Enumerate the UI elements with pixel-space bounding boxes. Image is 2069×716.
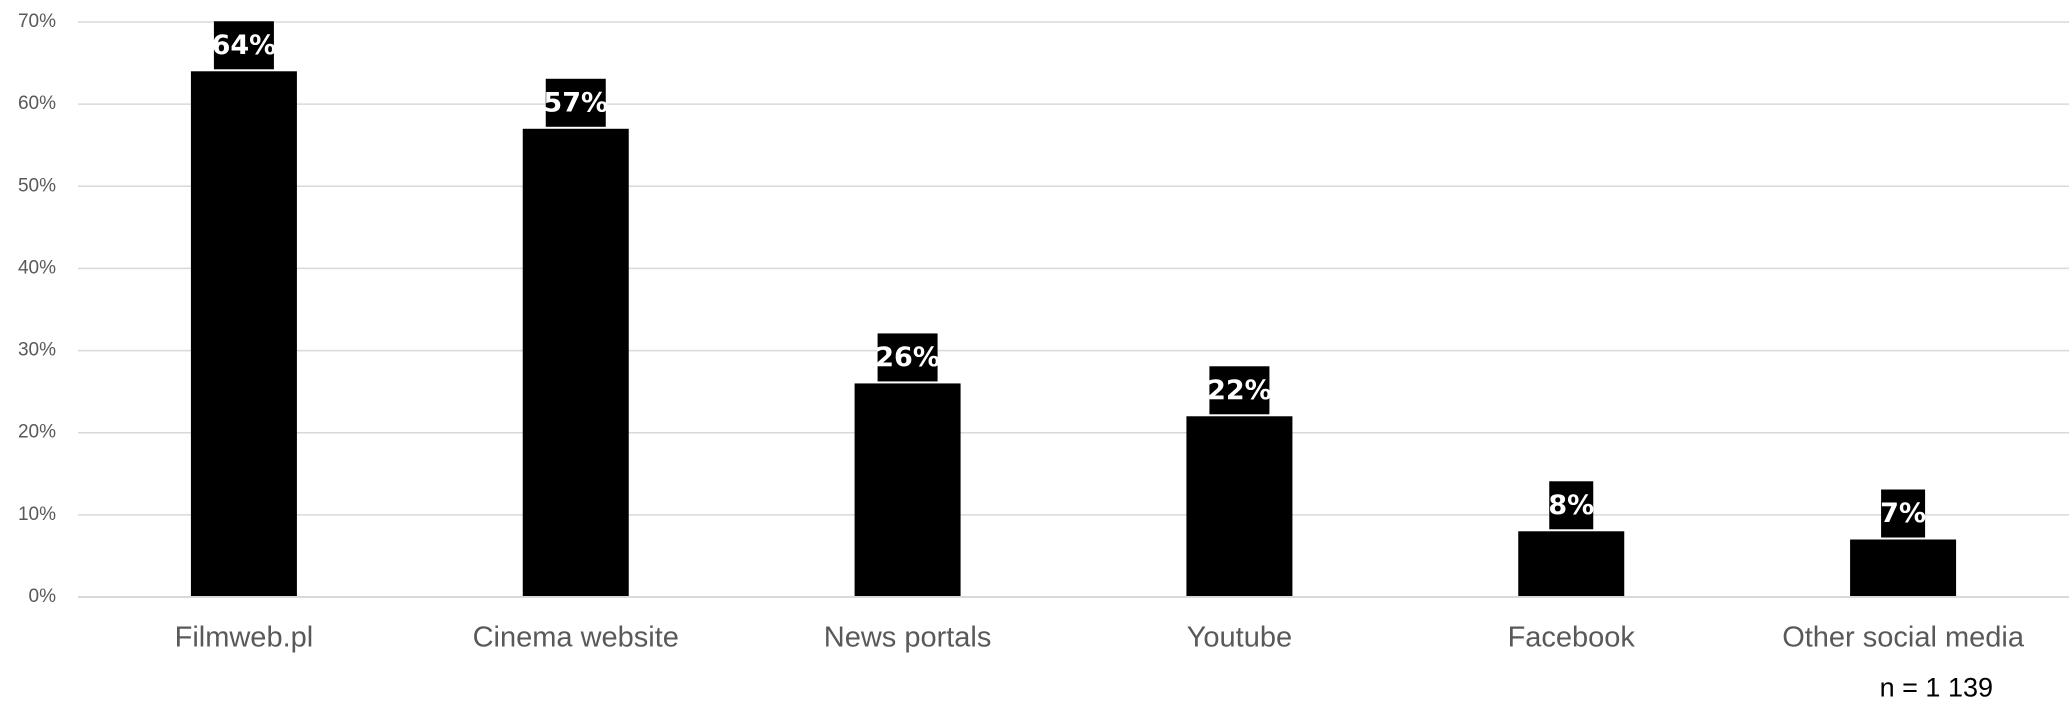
y-tick-label: 40%: [18, 257, 56, 278]
x-tick-label: Cinema website: [473, 622, 679, 654]
x-axis: Filmweb.pl Cinema website News portals Yout…: [78, 596, 2069, 654]
y-tick-label: 10%: [18, 504, 56, 525]
data-label: 8%: [1548, 490, 1594, 521]
y-tick-label: 50%: [18, 175, 56, 196]
bar-facebook: [1518, 531, 1625, 597]
data-label-box: [545, 78, 606, 127]
data-label-box: [1209, 366, 1270, 415]
sample-size-note: n = 1 139: [1879, 672, 1993, 703]
bar-other-social-media: [1850, 539, 1957, 597]
bars: [190, 71, 1957, 598]
y-tick-label: 70%: [18, 11, 56, 32]
data-label-box: [1549, 481, 1594, 530]
data-label: 7%: [1880, 498, 1926, 529]
x-tick-label: Other social media: [1782, 622, 2025, 654]
data-label: 22%: [1207, 375, 1272, 406]
data-label-box: [877, 333, 938, 382]
y-tick-label: 60%: [18, 93, 56, 114]
x-tick-label: Filmweb.pl: [175, 622, 314, 654]
bar-youtube: [1186, 416, 1293, 597]
y-tick-label: 0%: [29, 586, 57, 607]
y-tick-label: 20%: [18, 422, 56, 443]
data-labels: 64% 57% 26% 22% 8% 7%: [212, 21, 1926, 538]
data-label-box: [1881, 489, 1926, 538]
y-axis: 0% 10% 20% 30% 40% 50% 60% 70%: [18, 11, 56, 607]
data-label: 26%: [875, 342, 940, 373]
x-tick-label: Facebook: [1508, 622, 1636, 654]
gridlines: [78, 21, 2069, 598]
bar-cinema-website: [522, 128, 629, 598]
data-label-box: [213, 21, 274, 70]
bar-news-portals: [854, 383, 961, 597]
y-tick-label: 30%: [18, 340, 56, 361]
x-tick-label: News portals: [824, 622, 992, 654]
bar-filmweb-pl: [190, 71, 297, 598]
data-label: 64%: [212, 30, 277, 61]
x-tick-label: Youtube: [1187, 622, 1292, 654]
data-label: 57%: [543, 87, 608, 118]
